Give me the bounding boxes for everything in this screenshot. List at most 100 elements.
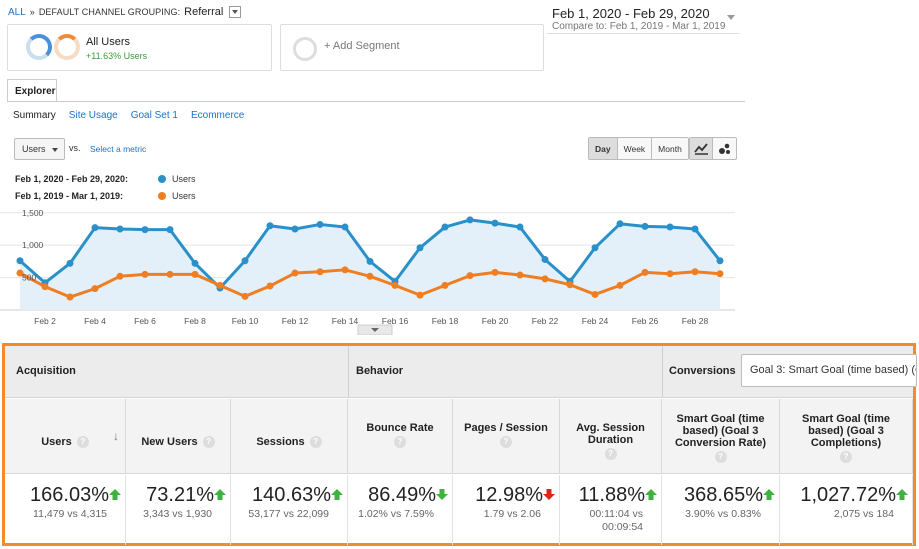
- group-conversions: Conversions: [669, 365, 736, 377]
- data-point: [591, 290, 599, 298]
- data-point: [416, 244, 424, 252]
- metric-comparison-values: 00:11:04 vs: [589, 508, 643, 520]
- segment-delta: +11.63% Users: [86, 51, 148, 61]
- help-icon[interactable]: ?: [309, 436, 322, 449]
- goal-select[interactable]: Goal 3: Smart Goal (time based) (Goal 3: [741, 354, 917, 387]
- segment-name: All Users: [86, 36, 131, 48]
- data-point: [466, 272, 474, 280]
- metric-select[interactable]: Users: [14, 138, 65, 160]
- legend-previous: Feb 1, 2019 - Mar 1, 2019: Users: [15, 191, 196, 201]
- y-tick-label: 1,500: [22, 208, 44, 218]
- subnav-ecommerce[interactable]: Ecommerce: [190, 110, 245, 121]
- column-header[interactable]: Smart Goal (time based) (Goal 3 Completi…: [780, 399, 913, 474]
- subnav: Summary Site Usage Goal Set 1 Ecommerce: [13, 110, 244, 121]
- subnav-summary[interactable]: Summary: [13, 110, 56, 121]
- metric-comparison-values: 2,075 vs 184: [833, 508, 894, 520]
- week-button[interactable]: Week: [618, 138, 653, 159]
- table-group-header: Acquisition Behavior Conversions Goal 3:…: [5, 346, 917, 398]
- data-point: [641, 268, 649, 276]
- segment-ring-icon: [54, 34, 80, 60]
- users-line-chart[interactable]: 1,500 1,000 500 Feb 2 Feb 4 Feb 6 Feb 8 Feb 10 F…: [0, 205, 745, 335]
- x-tick-label: Feb 14: [332, 316, 359, 326]
- chevron-down-icon: [727, 15, 735, 20]
- group-divider: [348, 346, 349, 398]
- data-point: [241, 292, 249, 300]
- column-header[interactable]: New Users?: [126, 399, 231, 474]
- help-icon[interactable]: ?: [202, 436, 215, 449]
- month-button[interactable]: Month: [658, 144, 682, 154]
- metric-cell: 166.03% 11,479 vs 4,315: [5, 475, 126, 545]
- metric-comparison-values: 3.90% vs 0.83%: [685, 508, 761, 520]
- data-point: [316, 268, 324, 276]
- breadcrumb-separator: »: [29, 7, 35, 17]
- arrow-up-icon: [896, 489, 908, 500]
- data-point: [391, 281, 399, 289]
- breadcrumb-grouping: DEFAULT CHANNEL GROUPING:: [38, 7, 181, 17]
- segment-ring-icon: [26, 34, 52, 60]
- column-header-label: Pages / Session: [464, 422, 548, 434]
- sort-descending-icon[interactable]: ↓: [113, 429, 119, 443]
- metric-percent-change: 86.49%: [368, 484, 436, 506]
- subnav-goal-set[interactable]: Goal Set 1: [130, 110, 178, 121]
- data-point: [341, 223, 349, 231]
- motion-chart-button[interactable]: [713, 138, 736, 159]
- data-point: [191, 270, 199, 278]
- line-chart-button[interactable]: [690, 138, 713, 159]
- help-icon[interactable]: ?: [76, 436, 89, 449]
- day-button[interactable]: Day: [589, 138, 618, 159]
- data-point: [241, 257, 249, 265]
- x-tick-label: Feb 20: [482, 316, 509, 326]
- column-header[interactable]: Pages / Session?: [453, 399, 560, 474]
- segment-all-users[interactable]: All Users +11.63% Users: [7, 24, 272, 71]
- help-icon[interactable]: ?: [604, 448, 617, 460]
- tab-explorer[interactable]: Explorer: [7, 79, 57, 101]
- legend-dot-blue: [158, 175, 166, 183]
- help-icon[interactable]: ?: [840, 451, 852, 463]
- x-tick-label: Feb 26: [632, 316, 659, 326]
- metric-comparison-values: 1.79 vs 2.06: [483, 508, 541, 520]
- metric-percent-change: 11.88%: [578, 484, 645, 506]
- metric-percent-change: 140.63%: [252, 484, 331, 506]
- data-point: [291, 225, 299, 233]
- column-header[interactable]: Smart Goal (time based) (Goal 3 Conversi…: [662, 399, 780, 474]
- help-icon[interactable]: ?: [500, 436, 512, 448]
- data-point: [591, 244, 599, 252]
- x-tick-label: Feb 22: [532, 316, 559, 326]
- data-point: [191, 259, 199, 267]
- tab-divider: [7, 101, 745, 102]
- breadcrumb-all-link[interactable]: ALL: [8, 6, 26, 18]
- help-icon[interactable]: ?: [394, 436, 406, 448]
- data-point: [541, 255, 549, 263]
- arrow-up-icon: [214, 489, 226, 500]
- column-header[interactable]: Users? ↓: [5, 399, 126, 474]
- add-segment-box[interactable]: + Add Segment: [280, 24, 544, 71]
- breadcrumb-value: Referral: [184, 6, 224, 18]
- explorer-comparison-table: Acquisition Behavior Conversions Goal 3:…: [2, 343, 917, 546]
- data-point: [16, 269, 24, 277]
- data-point: [441, 223, 449, 231]
- subnav-site-usage[interactable]: Site Usage: [68, 110, 118, 121]
- chart-type-toggle: [689, 137, 737, 160]
- data-point: [666, 223, 674, 231]
- column-header-label: Sessions: [256, 436, 305, 448]
- legend-date: Feb 1, 2020 - Feb 29, 2020:: [15, 174, 129, 184]
- select-metric-link[interactable]: Select a metric: [90, 144, 147, 154]
- data-point: [466, 216, 474, 224]
- column-header[interactable]: Sessions?: [231, 399, 348, 474]
- column-header[interactable]: Bounce Rate?: [348, 399, 453, 474]
- data-point: [116, 272, 124, 280]
- metric-cell: 11.88% 00:11:04 vs 00:09:54: [560, 475, 662, 545]
- column-header[interactable]: Avg. Session Duration?: [560, 399, 662, 474]
- legend-current: Feb 1, 2020 - Feb 29, 2020: Users: [15, 174, 196, 184]
- legend-date: Feb 1, 2019 - Mar 1, 2019:: [15, 191, 124, 201]
- group-acquisition: Acquisition: [16, 365, 76, 377]
- metric-cell: 368.65% 3.90% vs 0.83%: [662, 475, 780, 545]
- metric-comparison-values: 3,343 vs 1,930: [143, 508, 212, 520]
- date-range-picker[interactable]: Feb 1, 2020 - Feb 29, 2020 Compare to: F…: [547, 4, 739, 34]
- arrow-up-icon: [645, 489, 657, 500]
- grouping-dropdown-icon[interactable]: [229, 6, 242, 18]
- arrow-up-icon: [331, 489, 343, 500]
- help-icon[interactable]: ?: [714, 451, 727, 463]
- metric-comparison-values: 11,479 vs 4,315: [33, 508, 107, 520]
- metric-percent-change: 166.03%: [30, 484, 109, 506]
